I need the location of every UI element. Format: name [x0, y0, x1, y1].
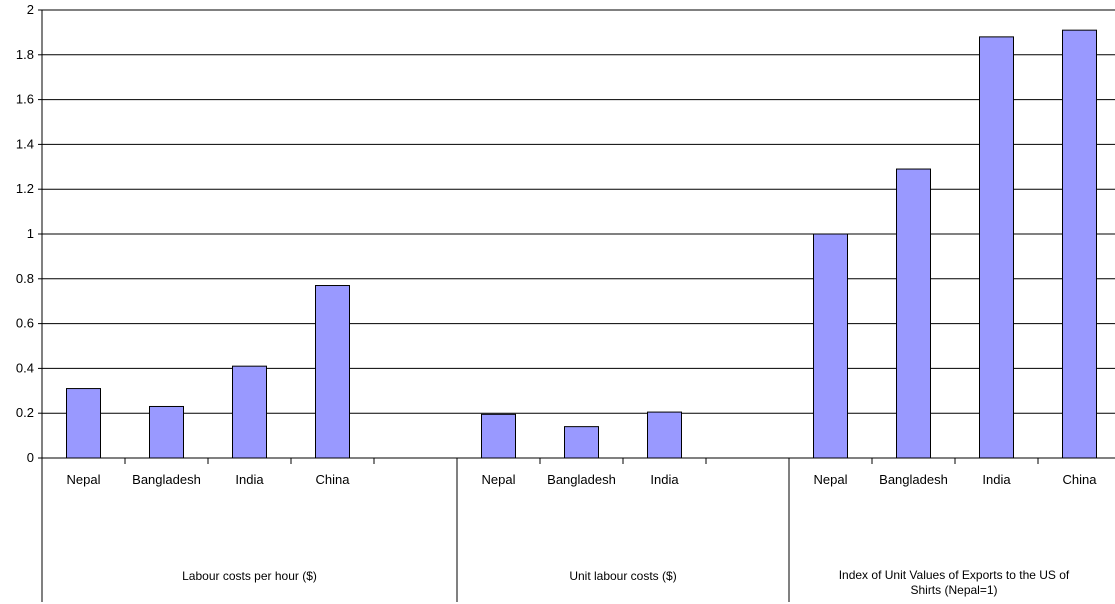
bar	[896, 168, 931, 459]
x-category-label: Bangladesh	[879, 472, 948, 487]
y-tick-label: 0.8	[16, 271, 34, 286]
bar	[149, 405, 184, 459]
y-tick-label: 1.6	[16, 92, 34, 107]
bar	[1062, 29, 1097, 459]
y-tick-label: 2	[27, 2, 34, 17]
bar	[979, 36, 1014, 459]
y-tick-label: 0.2	[16, 405, 34, 420]
y-tick-label: 0.4	[16, 360, 34, 375]
bar	[564, 426, 599, 459]
x-category-label: China	[316, 472, 351, 487]
bar	[232, 365, 267, 459]
x-category-label: Nepal	[67, 472, 101, 487]
group-label: Unit labour costs ($)	[569, 569, 676, 583]
bar	[647, 411, 682, 459]
group-label: Labour costs per hour ($)	[182, 569, 317, 583]
x-category-label: India	[650, 472, 679, 487]
y-tick-label: 1.8	[16, 47, 34, 62]
x-category-label: India	[982, 472, 1011, 487]
group-label: Shirts (Nepal=1)	[910, 583, 997, 597]
bar	[66, 388, 101, 459]
x-category-label: China	[1063, 472, 1098, 487]
y-tick-label: 1	[27, 226, 34, 241]
group-label: Index of Unit Values of Exports to the U…	[839, 568, 1070, 582]
bar	[315, 285, 350, 459]
y-tick-label: 0	[27, 450, 34, 465]
bar	[481, 413, 516, 459]
x-category-label: Bangladesh	[547, 472, 616, 487]
y-tick-label: 1.4	[16, 136, 34, 151]
y-tick-label: 1.2	[16, 181, 34, 196]
y-tick-label: 0.6	[16, 316, 34, 331]
x-category-label: Nepal	[482, 472, 516, 487]
x-category-label: Bangladesh	[132, 472, 201, 487]
x-category-label: Nepal	[814, 472, 848, 487]
x-category-label: India	[235, 472, 264, 487]
bar	[813, 233, 848, 459]
